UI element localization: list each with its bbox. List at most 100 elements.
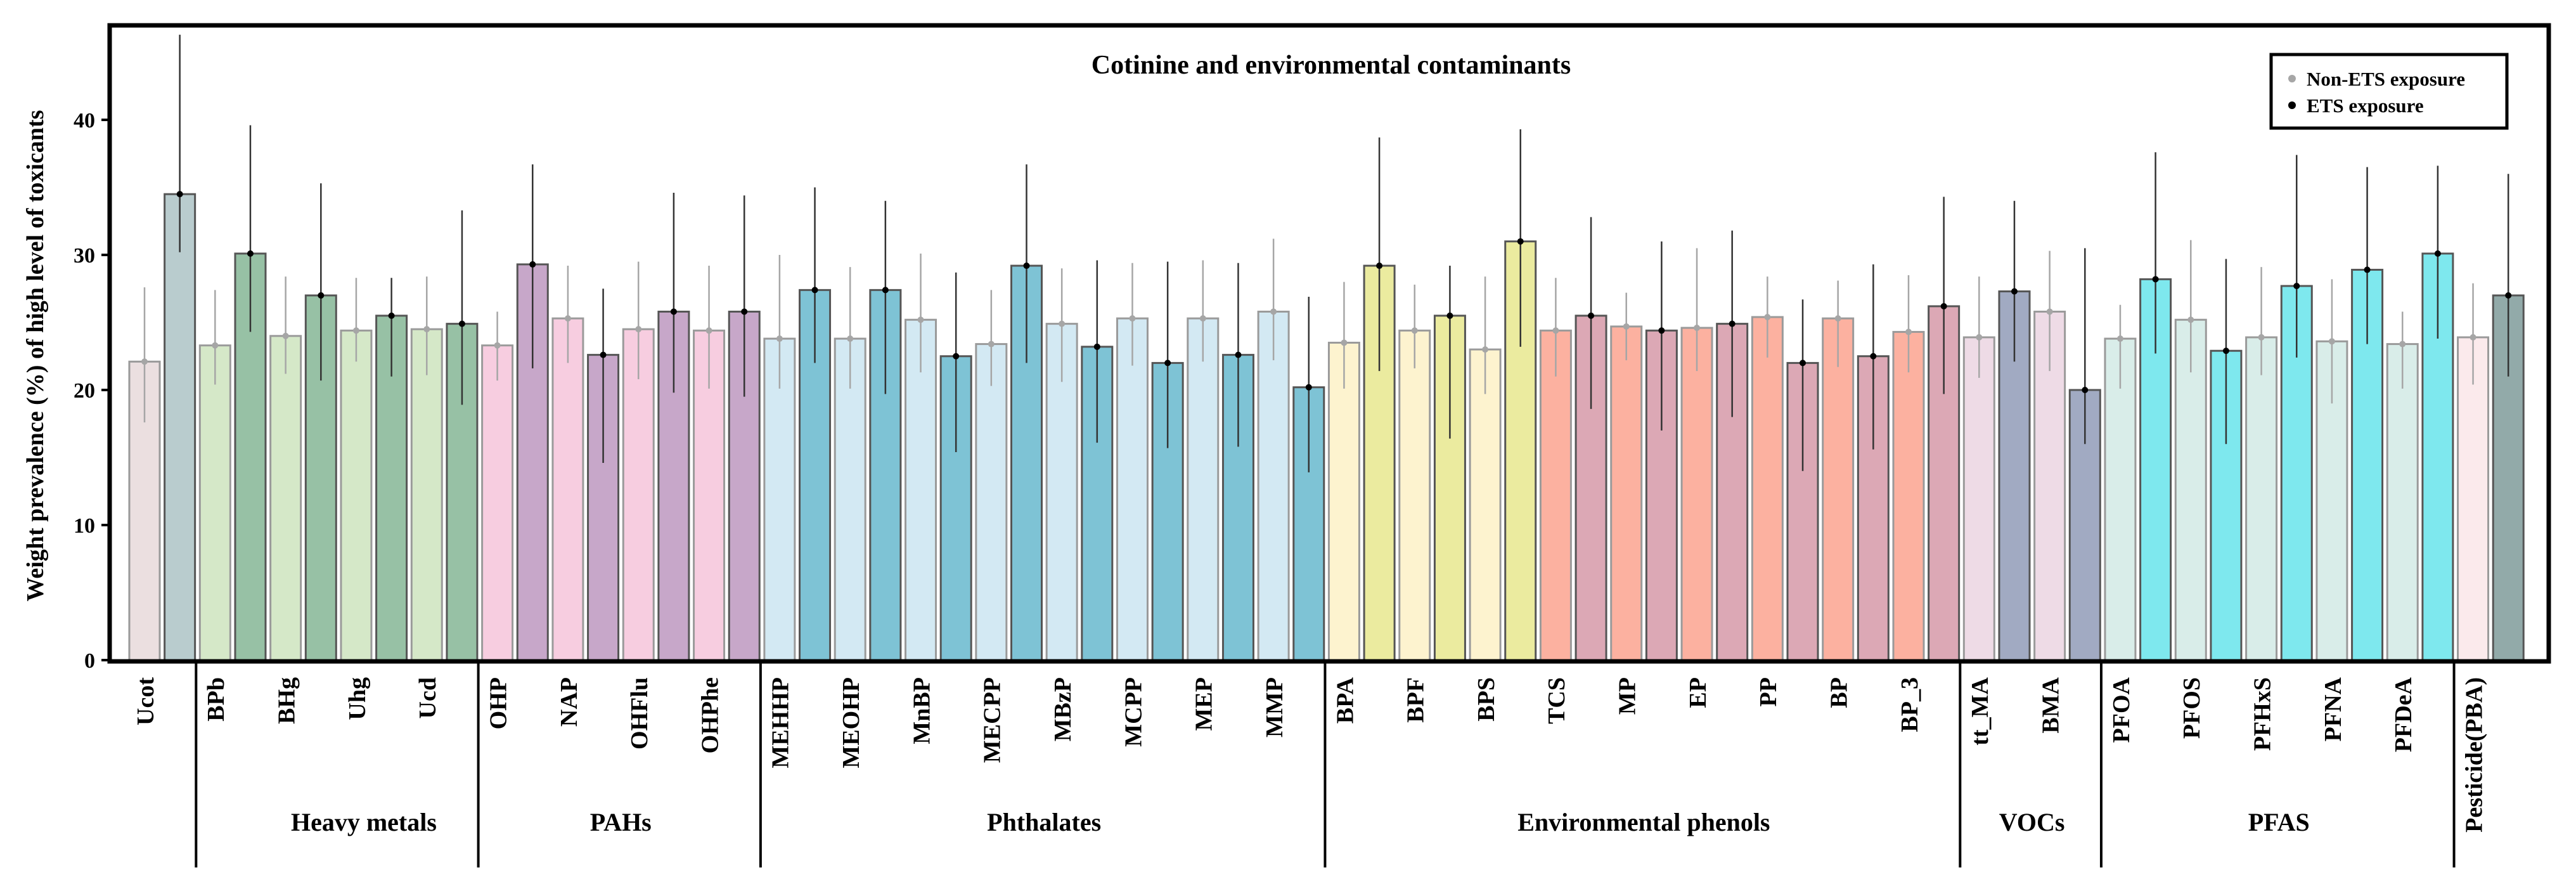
point-ets-mehhp — [811, 287, 818, 294]
bar-non-ets-bpb — [198, 344, 231, 661]
point-ets-bp — [1870, 353, 1877, 360]
x-tick-label-bhg: BHg — [273, 677, 300, 724]
x-tick-label-pesticide-pba: Pesticide(PBA) — [2461, 677, 2487, 833]
x-tick-label-meohp: MEOHP — [838, 677, 865, 769]
point-ets-bhg — [318, 292, 325, 299]
x-tick-label-mep: MEP — [1191, 677, 1218, 730]
point-non-ets-pfna — [2328, 338, 2335, 345]
point-non-ets-ep — [1694, 325, 1701, 332]
point-non-ets-ohp — [494, 342, 501, 349]
y-tick-label: 0 — [84, 649, 95, 673]
point-non-ets-nap — [564, 315, 571, 322]
point-ets-ohphe — [741, 308, 748, 315]
point-ets-bpa — [1376, 263, 1383, 269]
x-tick-label-mehhp: MEHHP — [768, 677, 794, 769]
point-ets-pfna — [2364, 266, 2371, 273]
point-ets-bps — [1517, 238, 1524, 245]
x-tick-label-mcpp: MCPP — [1120, 677, 1147, 747]
legend-box — [2269, 53, 2509, 130]
bar-non-ets-pesticide-pba — [2457, 336, 2490, 661]
legend: Non-ETS exposure ETS exposure — [2269, 53, 2509, 130]
x-tick-label-bpb: BPb — [203, 677, 229, 722]
point-non-ets-mep — [1199, 315, 1206, 322]
point-non-ets-mmp — [1270, 308, 1277, 315]
bar-ets-uhg — [375, 315, 408, 661]
bar-non-ets-ohp — [481, 344, 514, 661]
point-non-ets-ohphe — [705, 327, 712, 334]
point-non-ets-pp — [1764, 313, 1771, 320]
point-ets-pp — [1800, 360, 1806, 367]
point-non-ets-pfoa — [2116, 335, 2123, 342]
x-tick-label-pfdea: PFDeA — [2390, 677, 2417, 752]
errorbars-layer — [141, 34, 2512, 472]
point-ets-mep — [1235, 351, 1242, 358]
x-tick-label-uhg: Uhg — [344, 677, 371, 720]
bar-ets-mnbp — [939, 355, 972, 661]
point-ets-mnbp — [953, 353, 960, 360]
y-tick-label: 20 — [74, 379, 95, 403]
point-non-ets-mp — [1623, 323, 1630, 330]
point-non-ets-mnbp — [917, 316, 924, 323]
point-non-ets-bpf — [1411, 327, 1418, 334]
point-ets-bma — [2082, 387, 2089, 393]
x-tick-label-mecpp: MECPP — [979, 677, 1006, 763]
group-label-environmental-phenols: Environmental phenols — [1517, 808, 1770, 836]
bar-non-ets-pfhxs — [2245, 336, 2278, 661]
x-tick-label-pfhxs: PFHxS — [2249, 677, 2276, 751]
point-non-ets-meohp — [847, 335, 854, 342]
group-label-pfas: PFAS — [2248, 808, 2310, 836]
point-ets-mmp — [1305, 384, 1312, 391]
point-non-ets-bp — [1834, 315, 1841, 322]
x-tick-label-mmp: MMP — [1261, 677, 1288, 737]
point-non-ets-pfhxs — [2258, 334, 2265, 341]
y-axis: 0 10 20 30 40 — [74, 109, 110, 673]
point-non-ets-ucd — [423, 326, 430, 333]
bar-ets-ucot — [164, 193, 196, 661]
point-non-ets-bpa — [1341, 339, 1348, 346]
point-non-ets-ucot — [141, 358, 148, 365]
point-ets-tt-ma — [2011, 288, 2018, 295]
y-axis-label: Weight prevalence (%) of high level of t… — [22, 110, 49, 601]
point-ets-ep — [1729, 320, 1736, 327]
x-tick-label-bma: BMA — [2037, 677, 2064, 733]
x-tick-label-mp: MP — [1614, 677, 1641, 715]
point-non-ets-mecpp — [988, 341, 995, 347]
point-non-ets-pfos — [2187, 316, 2194, 323]
bar-non-ets-mecpp — [975, 343, 1008, 661]
x-tick-label-ep: EP — [1685, 677, 1711, 708]
point-ets-pfhxs — [2293, 282, 2300, 289]
point-non-ets-uhg — [352, 327, 359, 334]
bar-non-ets-mcpp — [1116, 317, 1149, 661]
x-tick-label-bp-3: BP_3 — [1897, 677, 1923, 732]
x-tick-label-nap: NAP — [556, 677, 583, 727]
x-tick-label-mnbp: MnBP — [908, 677, 935, 744]
point-ets-pfdea — [2434, 250, 2441, 257]
point-non-ets-bps — [1482, 346, 1489, 353]
x-tick-label-bp: BP — [1826, 677, 1853, 708]
bar-non-ets-nap — [551, 317, 584, 661]
x-tick-label-pfna: PFNA — [2320, 677, 2347, 741]
y-tick-label: 30 — [74, 244, 95, 268]
group-label-pahs: PAHs — [590, 808, 652, 836]
x-tick-label-pp: PP — [1755, 677, 1782, 706]
point-non-ets-tcs — [1552, 327, 1559, 334]
legend-non-ets-marker — [2288, 75, 2296, 82]
bar-non-ets-pfoa — [2104, 337, 2137, 661]
point-ets-ucot — [176, 191, 183, 198]
group-label-vocs: VOCs — [1999, 808, 2065, 836]
bar-non-ets-bpf — [1398, 329, 1431, 661]
x-tick-label-tt-ma: tt_MA — [1967, 677, 1993, 745]
bar-non-ets-mep — [1187, 317, 1220, 661]
x-tick-label-pfoa: PFOA — [2108, 677, 2135, 743]
point-ets-mcpp — [1164, 360, 1171, 367]
point-ets-bpf — [1446, 312, 1453, 319]
point-non-ets-ohflu — [635, 326, 642, 333]
x-tick-label-ohflu: OHFlu — [626, 677, 653, 750]
bar-non-ets-bpa — [1327, 341, 1360, 661]
x-axis-labels: Ucot BPb BHg Uhg Ucd OHP NAP OHFlu OHPhe MEHHP MEO… — [132, 677, 2488, 832]
legend-ets-marker — [2288, 101, 2296, 109]
point-ets-mp — [1658, 327, 1665, 334]
bar-non-ets-mehhp — [763, 337, 796, 661]
point-ets-ohp — [529, 261, 536, 268]
x-tick-label-ohphe: OHPhe — [697, 677, 723, 753]
